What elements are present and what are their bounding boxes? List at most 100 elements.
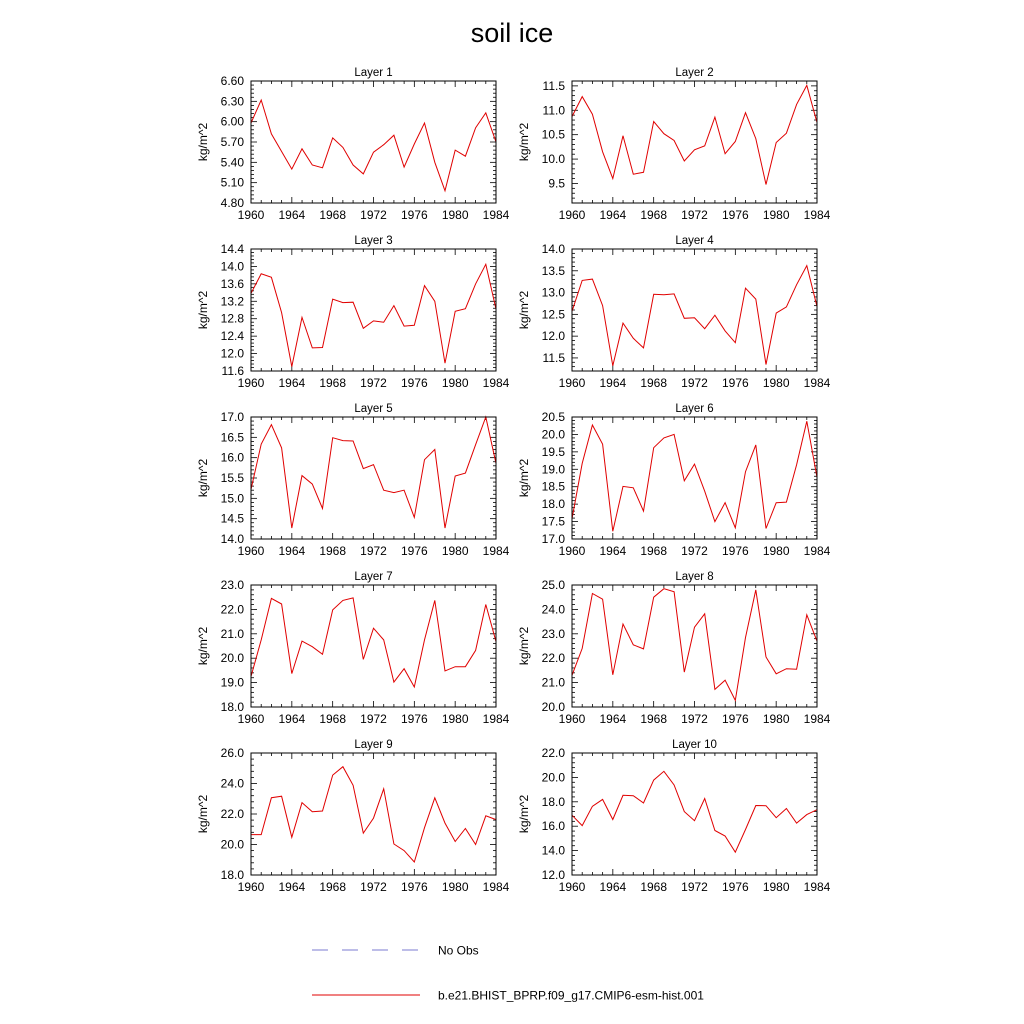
- plot-frame: [571, 416, 818, 540]
- x-tick-label: 1976: [401, 376, 428, 390]
- x-tick-label: 1968: [640, 544, 667, 558]
- panel-title: Layer 2: [675, 67, 713, 79]
- y-tick-label: 11.6: [222, 364, 245, 378]
- x-tick-label: 1968: [640, 208, 667, 222]
- y-axis-label: kg/m^2: [517, 123, 531, 162]
- panel-layer-1: Layer 1 kg/m^2 1960 1964 1968 1972 1976 1980 198…: [196, 67, 510, 222]
- x-tick-label: 1972: [360, 712, 387, 726]
- y-tick-label: 5.10: [221, 176, 245, 190]
- y-tick-label: 26.0: [221, 746, 245, 760]
- plot-frame: [250, 248, 497, 372]
- legend: No Obs b.e21.BHIST_BPRP.f09_g17.CMIP6-es…: [312, 944, 704, 1003]
- x-tick-label: 1964: [278, 544, 305, 558]
- figure-title: soil ice: [471, 18, 554, 48]
- x-tick-label: 1980: [763, 544, 790, 558]
- x-tick-label: 1960: [238, 208, 265, 222]
- panel-layer-6: Layer 6 kg/m^2 1960 1964 1968 1972 1976 1980 198…: [517, 403, 831, 558]
- x-tick-label: 1976: [401, 544, 428, 558]
- x-tick-label: 1960: [238, 544, 265, 558]
- y-tick-label: 18.5: [542, 480, 566, 494]
- x-tick-label: 1968: [319, 208, 346, 222]
- y-tick-label: 19.0: [542, 462, 566, 476]
- panel-layer-7: Layer 7 kg/m^2 1960 1964 1968 1972 1976 1980 198…: [196, 571, 510, 726]
- y-tick-label: 20.0: [542, 770, 566, 784]
- y-tick-label: 14.5: [221, 512, 245, 526]
- x-tick-label: 1980: [442, 544, 469, 558]
- x-tick-label: 1984: [483, 544, 510, 558]
- y-tick-label: 13.0: [542, 286, 566, 300]
- panels-grid: Layer 1 kg/m^2 1960 1964 1968 1972 1976 1980 198…: [196, 67, 831, 894]
- y-tick-label: 18.0: [542, 795, 566, 809]
- x-tick-label: 1980: [442, 880, 469, 894]
- panel-title: Layer 3: [354, 235, 392, 247]
- y-tick-label: 18.0: [221, 868, 245, 882]
- y-tick-label: 12.0: [542, 868, 566, 882]
- x-tick-label: 1964: [278, 712, 305, 726]
- y-tick-label: 5.40: [221, 155, 245, 169]
- y-tick-label: 10.0: [542, 152, 566, 166]
- y-tick-label: 16.0: [221, 451, 245, 465]
- y-tick-label: 12.5: [542, 307, 566, 321]
- y-tick-label: 18.0: [221, 700, 245, 714]
- series-line: [571, 770, 818, 854]
- x-tick-label: 1976: [401, 712, 428, 726]
- panel-title: Layer 1: [354, 67, 392, 79]
- x-tick-label: 1964: [599, 544, 626, 558]
- y-tick-label: 24.0: [221, 777, 245, 791]
- x-tick-label: 1960: [238, 712, 265, 726]
- y-tick-label: 15.5: [221, 471, 245, 485]
- plot-frame: [250, 584, 497, 708]
- x-tick-label: 1972: [360, 880, 387, 894]
- panel-layer-9: Layer 9 kg/m^2 1960 1964 1968 1972 1976 1980 198…: [196, 739, 510, 894]
- y-tick-label: 11.0: [543, 103, 566, 117]
- y-tick-label: 10.5: [542, 128, 566, 142]
- x-tick-label: 1968: [319, 712, 346, 726]
- x-tick-label: 1984: [483, 712, 510, 726]
- panel-layer-4: Layer 4 kg/m^2 1960 1964 1968 1972 1976 1980 198…: [517, 235, 831, 390]
- x-tick-label: 1980: [763, 208, 790, 222]
- series-line: [251, 765, 497, 864]
- x-tick-label: 1972: [681, 880, 708, 894]
- x-tick-label: 1964: [278, 880, 305, 894]
- plot-frame: [571, 248, 818, 372]
- plot-frame: [571, 80, 818, 204]
- y-tick-label: 5.70: [221, 135, 245, 149]
- panel-layer-8: Layer 8 kg/m^2 1960 1964 1968 1972 1976 1980 198…: [517, 571, 831, 726]
- y-tick-label: 24.0: [542, 602, 566, 616]
- series-line: [571, 84, 818, 185]
- x-tick-label: 1960: [238, 880, 265, 894]
- x-tick-label: 1984: [483, 208, 510, 222]
- x-tick-label: 1980: [763, 880, 790, 894]
- x-tick-label: 1964: [278, 376, 305, 390]
- series-line: [250, 262, 497, 367]
- plot-frame: [250, 752, 497, 876]
- y-tick-label: 6.00: [221, 115, 245, 129]
- y-tick-label: 9.5: [548, 176, 565, 190]
- y-tick-label: 17.0: [542, 532, 566, 546]
- x-tick-label: 1972: [360, 376, 387, 390]
- x-tick-label: 1972: [681, 544, 708, 558]
- x-tick-label: 1984: [804, 880, 831, 894]
- x-tick-label: 1968: [319, 544, 346, 558]
- series-line: [250, 415, 497, 529]
- y-tick-label: 20.0: [542, 427, 566, 441]
- y-tick-label: 22.0: [221, 602, 245, 616]
- y-axis-label: kg/m^2: [517, 795, 531, 834]
- y-tick-label: 13.5: [542, 264, 566, 278]
- x-tick-label: 1976: [722, 376, 749, 390]
- x-tick-label: 1960: [559, 880, 586, 894]
- x-tick-label: 1984: [483, 880, 510, 894]
- series-line: [571, 588, 818, 702]
- y-tick-label: 17.0: [221, 410, 245, 424]
- x-tick-label: 1968: [640, 376, 667, 390]
- y-tick-label: 16.0: [542, 819, 566, 833]
- panel-title: Layer 6: [675, 403, 713, 415]
- y-tick-label: 25.0: [542, 578, 566, 592]
- x-tick-label: 1976: [722, 712, 749, 726]
- x-tick-label: 1960: [238, 376, 265, 390]
- y-tick-label: 12.0: [542, 329, 566, 343]
- y-tick-label: 17.5: [542, 515, 566, 529]
- y-tick-label: 14.0: [542, 844, 566, 858]
- y-axis-label: kg/m^2: [196, 795, 210, 834]
- x-tick-label: 1976: [722, 208, 749, 222]
